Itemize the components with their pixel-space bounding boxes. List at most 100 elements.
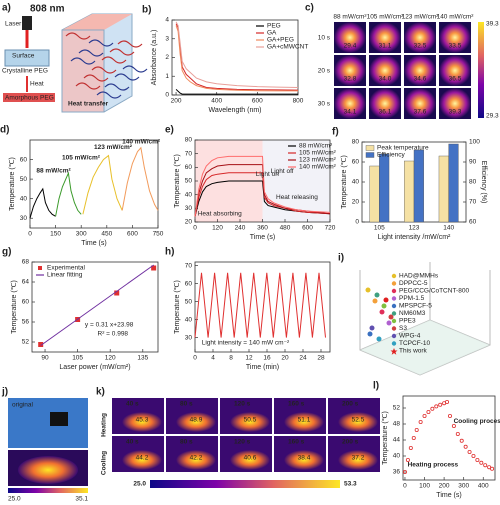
- label: 80: [352, 139, 360, 146]
- line: [194, 180, 331, 217]
- legend-symbol: [391, 303, 397, 309]
- label: 105: [374, 225, 385, 232]
- chain: [96, 91, 122, 99]
- label: l): [373, 381, 379, 392]
- marker: [414, 427, 419, 432]
- ball: [381, 303, 387, 309]
- label: 360: [257, 225, 268, 232]
- label: Temperature (℃): [382, 411, 389, 465]
- hand: [122, 412, 162, 432]
- chain: [122, 65, 148, 73]
- label: 300: [458, 483, 469, 490]
- chain: [114, 73, 140, 81]
- label: Time (min): [246, 364, 279, 371]
- label: 80 s: [180, 401, 193, 408]
- label: Time (s): [436, 492, 461, 499]
- thermal-image: [439, 88, 471, 119]
- label: g): [2, 247, 11, 258]
- line: [121, 146, 159, 211]
- marker: [487, 465, 492, 470]
- marker: [411, 435, 416, 440]
- thermal-image: [334, 22, 366, 53]
- label: 50: [20, 176, 28, 183]
- label: GA+PEG: [267, 37, 294, 44]
- label: Linear fitting: [47, 272, 83, 279]
- legend-symbol: [391, 333, 397, 339]
- plot-frame: [171, 19, 299, 96]
- label: 29.4: [344, 43, 357, 50]
- line: [40, 264, 154, 346]
- label: S3: [399, 325, 407, 332]
- label: 0: [193, 225, 197, 232]
- label: e): [165, 125, 174, 136]
- floor: [360, 320, 490, 375]
- plot-frame: [29, 139, 159, 229]
- plot-frame: [402, 395, 496, 481]
- thermal-image: [334, 55, 366, 86]
- label: 16: [263, 355, 271, 362]
- thermal-image: [334, 88, 366, 119]
- label: 200: [439, 483, 450, 490]
- legend-symbol: [391, 311, 397, 316]
- label: 600: [302, 225, 313, 232]
- label: DPPCC-5: [399, 280, 428, 287]
- label: Temperature (℃): [11, 280, 18, 334]
- label: 29.3: [486, 113, 499, 120]
- label: 20: [185, 219, 193, 226]
- label: 750: [153, 231, 164, 238]
- label: TCPCF-10: [399, 340, 430, 347]
- label: k): [96, 387, 105, 398]
- label: 40: [185, 191, 193, 198]
- chain: [104, 83, 130, 91]
- hand: [230, 450, 270, 470]
- line: [194, 272, 326, 338]
- label: b): [142, 5, 151, 16]
- label: Cooling process: [454, 418, 500, 425]
- label: 56: [22, 319, 30, 326]
- bar: [438, 155, 449, 223]
- label: 28: [317, 355, 325, 362]
- bar: [379, 153, 390, 223]
- label: 36.5: [449, 76, 462, 83]
- line: [55, 171, 82, 217]
- label: Wavelength (nm): [208, 107, 261, 114]
- label: 1: [165, 73, 169, 80]
- label: 808 nm: [30, 4, 65, 15]
- label: 120 s: [234, 439, 251, 446]
- label: 40: [393, 453, 401, 460]
- label: 39.3: [449, 109, 462, 116]
- legend-symbol: [391, 341, 397, 346]
- label: c): [305, 3, 314, 14]
- thermal-image: [439, 22, 471, 53]
- label: 140 mW/cm²: [299, 164, 337, 171]
- label: Surface: [12, 53, 35, 60]
- surface-block: [4, 49, 50, 67]
- label: i): [338, 253, 344, 264]
- label: 36.1: [379, 109, 392, 116]
- bar: [413, 149, 424, 223]
- label: Heat transfer: [68, 101, 109, 108]
- marker: [151, 265, 157, 271]
- label: 37.2: [352, 455, 365, 462]
- label: 0: [355, 219, 359, 226]
- marker: [38, 342, 44, 347]
- label: 39.3: [486, 21, 499, 28]
- label: 50: [185, 298, 193, 305]
- label: 240: [235, 225, 246, 232]
- marker: [405, 457, 410, 462]
- legend-symbol: [391, 296, 397, 301]
- hand: [338, 412, 378, 432]
- label: GA: [267, 30, 277, 37]
- label: 12: [245, 355, 253, 362]
- ball: [372, 298, 378, 304]
- thermal-image: [439, 55, 471, 86]
- label: 105: [72, 355, 83, 362]
- label: Peak temperature: [377, 145, 429, 152]
- chain: [78, 49, 104, 57]
- label: WPG-4: [399, 333, 421, 340]
- label: 60: [185, 280, 193, 287]
- chain: [91, 66, 117, 74]
- chain: [83, 74, 109, 82]
- marker: [467, 449, 472, 454]
- label: Efficiency: [377, 152, 405, 159]
